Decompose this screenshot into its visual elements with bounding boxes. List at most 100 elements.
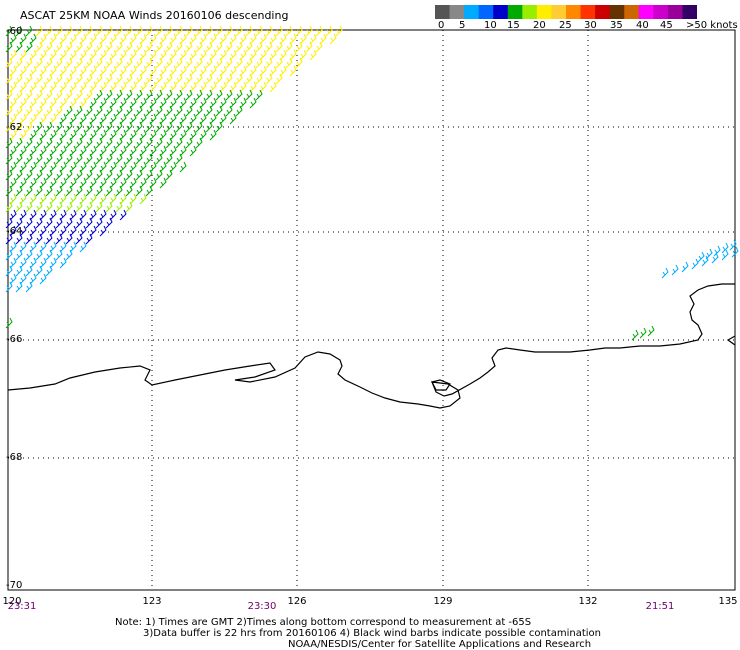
- wind-barb: [239, 49, 247, 61]
- wind-barb: [65, 121, 73, 133]
- wind-barb: [19, 129, 27, 141]
- wind-barb: [165, 153, 173, 165]
- wind-barb: [219, 33, 227, 45]
- wind-barb: [15, 89, 23, 101]
- legend-swatch: [624, 5, 640, 19]
- wind-barb: [85, 153, 93, 165]
- wind-barb: [85, 169, 93, 181]
- wind-barb: [185, 25, 193, 37]
- legend-label: 25: [559, 20, 572, 31]
- lon-label-123: 123: [142, 596, 162, 607]
- wind-barb: [59, 145, 67, 157]
- lon-gridlines: [151, 30, 589, 590]
- wind-barb: [69, 209, 77, 221]
- wind-barb: [79, 81, 87, 93]
- wind-barb: [95, 89, 103, 101]
- wind-barb: [169, 145, 177, 157]
- wind-barb: [149, 145, 157, 157]
- wind-barb: [639, 327, 647, 339]
- wind-barb: [109, 97, 117, 109]
- wind-barb: [249, 49, 257, 61]
- wind-barb: [279, 65, 287, 77]
- wind-barb: [55, 153, 63, 165]
- wind-barb: [195, 121, 203, 133]
- wind-barb: [125, 185, 133, 197]
- wind-barb: [39, 65, 47, 77]
- wind-barb: [39, 161, 47, 173]
- wind-speed-legend: [435, 5, 697, 19]
- wind-barb: [289, 49, 297, 61]
- wind-barb: [129, 193, 137, 205]
- wind-barb: [229, 113, 237, 125]
- wind-barb: [19, 241, 27, 253]
- wind-barb: [45, 57, 53, 69]
- note-line-2: 3)Data buffer is 22 hrs from 20160106 4)…: [143, 628, 601, 639]
- wind-barb: [125, 105, 133, 117]
- wind-barb: [99, 209, 107, 221]
- wind-barb: [69, 49, 77, 61]
- wind-barb: [45, 73, 53, 85]
- wind-barb: [79, 97, 87, 109]
- wind-barb: [95, 121, 103, 133]
- wind-barb: [245, 25, 253, 37]
- wind-barb: [175, 57, 183, 69]
- wind-barb: [139, 193, 147, 205]
- wind-barb: [65, 57, 73, 69]
- wind-barb: [39, 225, 47, 237]
- wind-barb: [155, 137, 163, 149]
- wind-barb: [59, 97, 67, 109]
- wind-barb: [195, 41, 203, 53]
- wind-barb: [15, 281, 23, 293]
- wind-barb: [59, 177, 67, 189]
- wind-barb: [15, 153, 23, 165]
- legend-swatch: [667, 5, 683, 19]
- wind-barb: [119, 129, 127, 141]
- wind-barb: [145, 89, 153, 101]
- map-frame: [7, 29, 736, 591]
- wind-barb: [155, 121, 163, 133]
- wind-barb: [29, 193, 37, 205]
- wind-barb: [95, 41, 103, 53]
- wind-barb: [249, 33, 257, 45]
- wind-barb: [219, 65, 227, 77]
- wind-barb: [235, 41, 243, 53]
- wind-barb: [115, 121, 123, 133]
- lat-label-64: -64: [6, 226, 23, 237]
- legend-swatch: [435, 5, 451, 19]
- wind-barb: [75, 153, 83, 165]
- time-label-3: 21:51: [645, 601, 675, 612]
- lat-label-62: -62: [6, 122, 23, 133]
- wind-barb: [109, 161, 117, 173]
- wind-barb: [19, 209, 27, 221]
- wind-barb: [95, 185, 103, 197]
- wind-barb: [45, 265, 53, 277]
- wind-barb: [249, 65, 257, 77]
- wind-barb: [179, 33, 187, 45]
- wind-barb: [129, 145, 137, 157]
- wind-barb: [185, 105, 193, 117]
- wind-barb: [159, 177, 167, 189]
- wind-barb: [269, 65, 277, 77]
- wind-barb: [5, 217, 13, 229]
- legend-swatch: [493, 5, 509, 19]
- wind-barb: [105, 121, 113, 133]
- wind-barb: [35, 89, 43, 101]
- wind-barb: [29, 145, 37, 157]
- wind-barb: [139, 145, 147, 157]
- wind-barb: [39, 257, 47, 269]
- wind-barb: [125, 153, 133, 165]
- wind-barb: [109, 177, 117, 189]
- wind-barb: [69, 97, 77, 109]
- wind-barb: [39, 209, 47, 221]
- lat-label-70: -70: [6, 580, 23, 591]
- wind-barb: [209, 81, 217, 93]
- wind-barb: [95, 73, 103, 85]
- wind-barb: [119, 81, 127, 93]
- wind-barb: [75, 41, 83, 53]
- wind-barb: [35, 121, 43, 133]
- legend-label: 45: [660, 20, 673, 31]
- wind-barb: [79, 177, 87, 189]
- wind-barb: [29, 257, 37, 269]
- wind-barb: [631, 329, 639, 341]
